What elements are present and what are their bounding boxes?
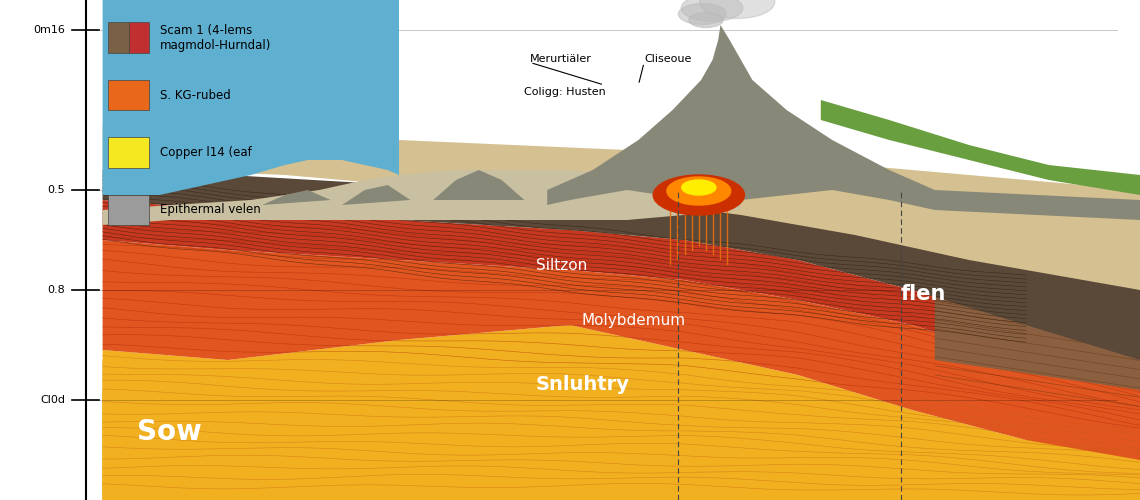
Text: 0m16: 0m16 [33, 25, 65, 35]
Text: 0.5: 0.5 [48, 185, 65, 195]
Polygon shape [935, 190, 1140, 390]
Polygon shape [103, 240, 1140, 460]
Text: Copper l14 (eaf: Copper l14 (eaf [160, 146, 251, 159]
Polygon shape [103, 325, 1140, 500]
Circle shape [682, 180, 716, 195]
Text: Coligg: Husten: Coligg: Husten [524, 87, 606, 97]
Polygon shape [103, 125, 1140, 290]
Polygon shape [433, 170, 524, 200]
Circle shape [705, 12, 739, 28]
Text: Cl0d: Cl0d [40, 395, 65, 405]
Text: 0.8: 0.8 [47, 285, 65, 295]
Circle shape [662, 0, 738, 18]
Circle shape [690, 0, 751, 22]
Circle shape [653, 175, 744, 215]
Text: Epithermal velen: Epithermal velen [160, 204, 260, 216]
Polygon shape [547, 25, 1140, 220]
FancyBboxPatch shape [108, 22, 129, 52]
Text: flen: flen [901, 284, 946, 304]
Circle shape [710, 4, 758, 24]
Text: Cliseoue: Cliseoue [644, 54, 692, 64]
Polygon shape [262, 190, 331, 205]
Polygon shape [103, 170, 741, 225]
Polygon shape [821, 100, 1140, 195]
Polygon shape [103, 0, 399, 195]
FancyBboxPatch shape [108, 80, 149, 110]
Text: Merurtiäler: Merurtiäler [530, 54, 592, 64]
FancyBboxPatch shape [129, 22, 149, 52]
Polygon shape [103, 170, 1140, 360]
Polygon shape [103, 200, 1140, 390]
Text: Scam 1 (4-lems
magmdol-Hurndal): Scam 1 (4-lems magmdol-Hurndal) [160, 24, 271, 52]
Text: Molybdemum: Molybdemum [581, 313, 685, 328]
Text: Sow: Sow [137, 418, 202, 446]
Text: S. KG-rubed: S. KG-rubed [160, 88, 230, 102]
FancyBboxPatch shape [108, 195, 149, 225]
Text: Snluhtry: Snluhtry [536, 375, 629, 394]
FancyBboxPatch shape [108, 138, 149, 168]
Polygon shape [342, 185, 410, 205]
Text: Siltzon: Siltzon [536, 258, 587, 273]
Circle shape [667, 177, 731, 205]
